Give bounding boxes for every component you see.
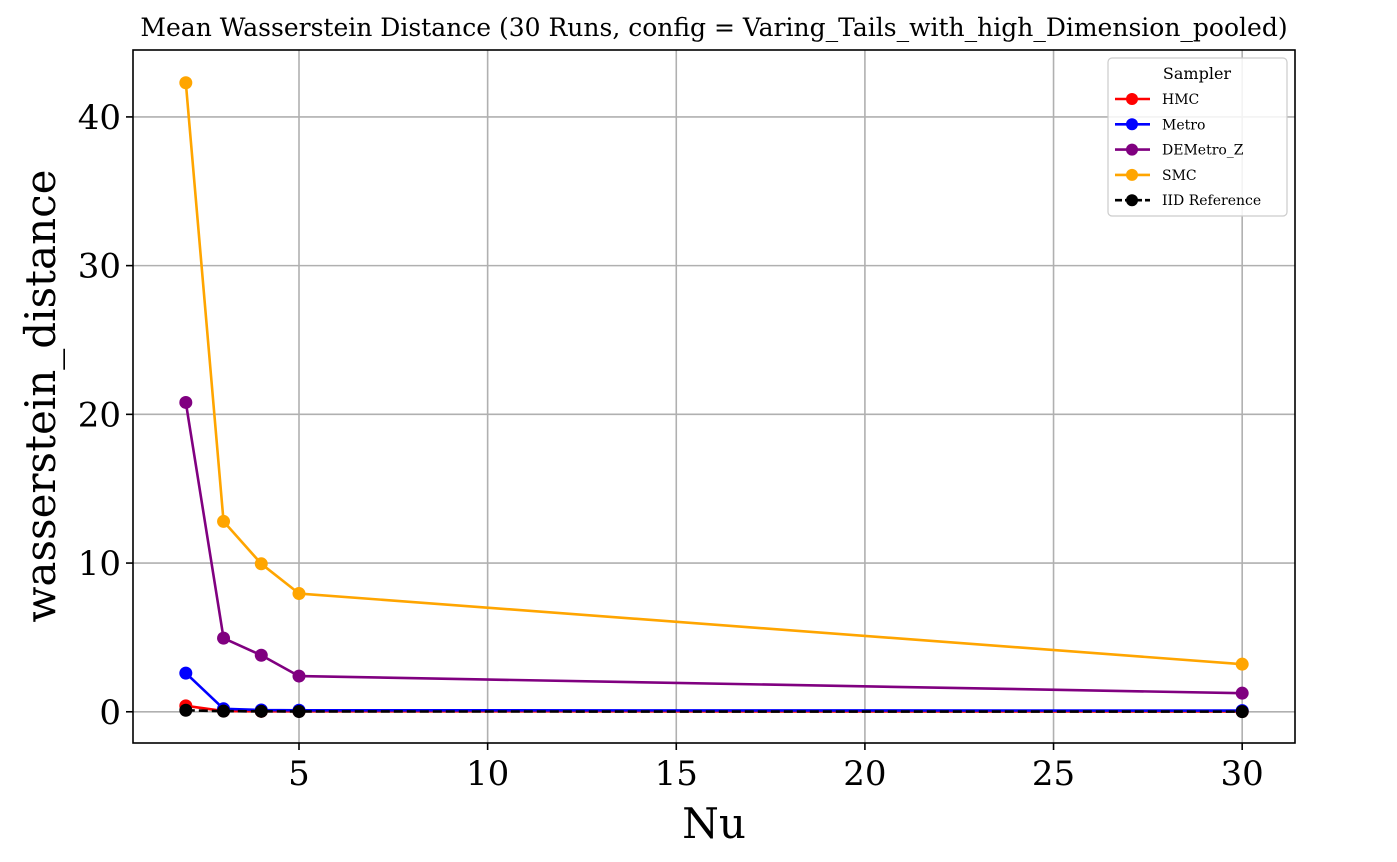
legend-label: DEMetro_Z — [1162, 143, 1244, 159]
series-iid-reference — [179, 703, 1249, 719]
chart-title: Mean Wasserstein Distance (30 Runs, conf… — [140, 13, 1287, 42]
legend-label: IID Reference — [1162, 193, 1261, 209]
legend-entry-metro: Metro — [1115, 117, 1205, 133]
legend-entry-hmc: HMC — [1115, 92, 1199, 108]
data-point-smc — [1235, 657, 1249, 671]
data-point-smc — [217, 514, 231, 528]
y-axis-label: wasserstein_distance — [16, 169, 65, 622]
data-point-demetro-z — [292, 669, 306, 683]
x-tick-label: 15 — [655, 754, 698, 794]
data-point-demetro-z — [254, 648, 268, 662]
x-axis-ticks: 5 10 15 20 25 30 — [288, 743, 1264, 794]
legend-swatch-marker — [1126, 168, 1138, 181]
legend-entry-iid-reference: IID Reference — [1115, 193, 1261, 209]
y-tick-label: 20 — [78, 395, 121, 435]
y-tick-label: 0 — [99, 693, 121, 733]
legend-title: Sampler — [1163, 64, 1232, 83]
x-tick-label: 10 — [466, 754, 509, 794]
plot-frame — [132, 49, 1296, 744]
data-point-demetro-z — [1235, 686, 1249, 700]
data-point-demetro-z — [217, 631, 231, 645]
data-point-iid-reference — [217, 704, 231, 718]
legend-swatch-marker — [1126, 93, 1138, 105]
x-tick-label: 5 — [288, 754, 310, 794]
x-tick-label: 20 — [843, 754, 886, 794]
legend-box — [1107, 57, 1288, 217]
y-tick-label: 10 — [78, 544, 121, 584]
legend-swatch-marker — [1126, 194, 1138, 207]
legend-label: SMC — [1162, 168, 1197, 184]
series-demetro-z — [179, 395, 1249, 700]
data-point-iid-reference — [254, 704, 268, 718]
data-point-iid-reference — [292, 704, 306, 718]
legend-label: Metro — [1162, 117, 1205, 133]
x-axis-label: Nu — [682, 799, 746, 848]
y-tick-label: 30 — [78, 247, 121, 287]
series-smc — [179, 76, 1249, 671]
data-point-demetro-z — [179, 395, 193, 409]
legend-items: HMC Metro DEMetro_Z SMC IID Reference — [1115, 92, 1261, 209]
legend: Sampler HMC Metro DEMetro_Z SMC IID Referenc… — [1107, 57, 1288, 217]
x-tick-label: 25 — [1032, 754, 1075, 794]
series-line-iid-reference — [185, 708, 1243, 713]
data-point-iid-reference — [179, 703, 193, 717]
legend-entry-demetro-z: DEMetro_Z — [1115, 143, 1244, 159]
y-axis-ticks: 0 10 20 30 40 — [78, 98, 133, 733]
data-point-smc — [179, 76, 193, 90]
legend-label: HMC — [1162, 92, 1199, 108]
legend-swatch-marker — [1126, 143, 1138, 156]
legend-swatch-marker — [1126, 118, 1138, 131]
data-point-smc — [292, 587, 306, 601]
series-layer — [179, 76, 1249, 719]
data-point-metro — [179, 666, 193, 680]
y-tick-label: 40 — [78, 98, 121, 138]
data-point-iid-reference — [1235, 705, 1249, 719]
legend-entry-smc: SMC — [1115, 168, 1197, 184]
data-point-smc — [254, 557, 268, 571]
x-tick-label: 30 — [1221, 754, 1264, 794]
